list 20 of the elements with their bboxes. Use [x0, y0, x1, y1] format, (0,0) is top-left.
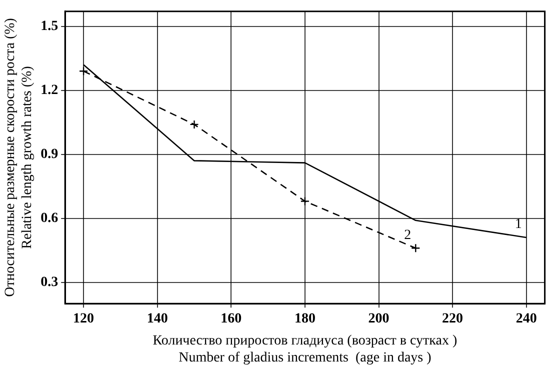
x-tick-label: 160	[220, 312, 242, 327]
y-tick-label: 1.2	[40, 82, 58, 98]
point	[411, 244, 420, 253]
y-axis-title: Относительные размерные скорости роста (%) Relative length growth rates (%)	[3, 18, 35, 297]
x-tick-label: 140	[146, 312, 168, 327]
y-tick-label: 0.9	[40, 146, 58, 162]
x-tick-label: 200	[368, 312, 390, 327]
point	[78, 66, 88, 76]
point	[190, 120, 199, 130]
x-tick-label: 120	[73, 312, 94, 327]
y-tick-label: 0.3	[40, 274, 58, 290]
point	[300, 196, 310, 206]
series-label: 1	[514, 217, 522, 232]
y-tick-label: 0.6	[40, 210, 58, 226]
x-tick-label: 220	[442, 312, 464, 327]
series-label: 2	[404, 228, 412, 243]
x-axis-title: Количество приростов гладиуса (возраст в сутках ) Number of gladius increments (age in days )	[152, 333, 458, 366]
x-tick-label: 180	[294, 312, 316, 327]
x-tick-label: 240	[516, 312, 537, 327]
y-tick-label: 1.5	[40, 18, 58, 34]
